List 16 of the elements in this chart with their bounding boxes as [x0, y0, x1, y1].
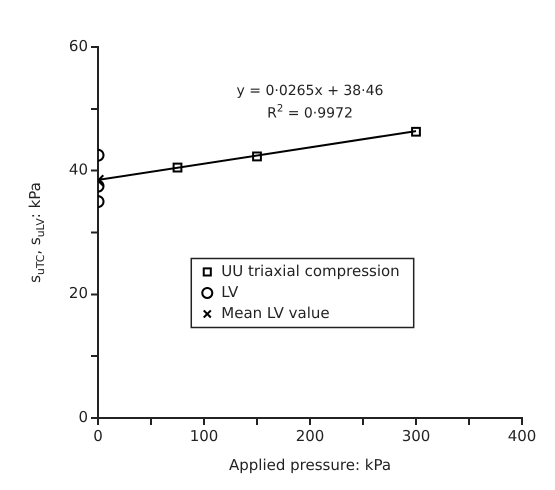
y-axis-title: suTC, suLV: kPa: [26, 182, 48, 283]
x-axis-title: Applied pressure: kPa: [228, 456, 392, 474]
point: [411, 126, 421, 137]
y-tick-label: 40: [68, 160, 88, 179]
x-tick-label: 200: [296, 426, 324, 445]
y-tick-label: 60: [68, 36, 88, 55]
y-tick-label: 0: [78, 408, 88, 426]
x-tick-label: 100: [190, 426, 218, 445]
legend-label: UU triaxial compression: [221, 262, 400, 280]
legend-label: Mean LV value: [221, 304, 330, 322]
y-tick-label: 20: [68, 284, 88, 302]
x-tick-label: 0: [93, 426, 103, 445]
annotation: y = 0·0265x + 38·46: [236, 83, 384, 100]
legend-label: LV: [221, 282, 239, 301]
x-tick-label: 400: [508, 426, 536, 445]
x-tick-label: 300: [402, 426, 430, 445]
